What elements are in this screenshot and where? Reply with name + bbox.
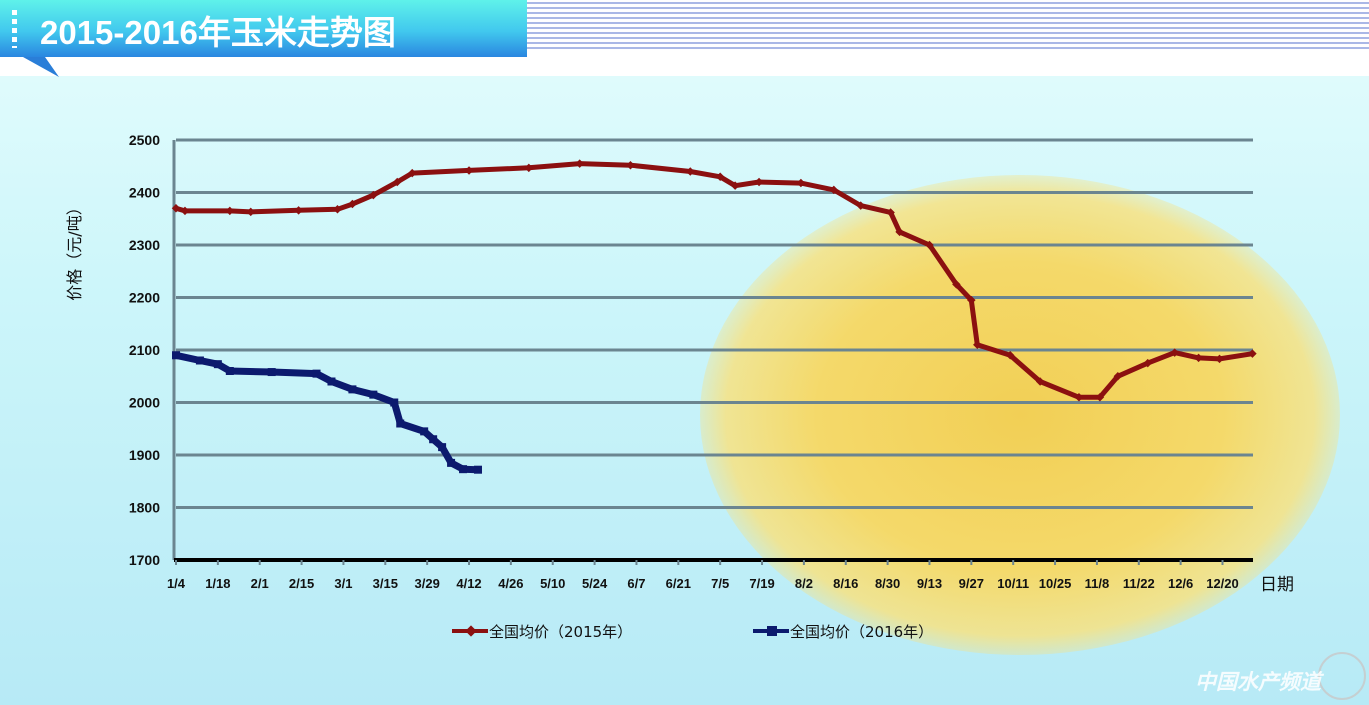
x-tick-label: 5/24 [582,576,608,591]
data-point [626,160,635,170]
x-tick-label: 9/27 [959,576,984,591]
data-point [1170,348,1179,357]
data-point [1113,372,1123,381]
data-point [1248,349,1257,358]
data-point [390,398,399,407]
legend-marker [465,625,477,637]
series-line-2016 [175,351,479,474]
data-point [225,206,235,216]
y-tick-label: 2500 [129,132,160,148]
x-tick-label: 3/29 [415,576,440,591]
y-tick-label: 2300 [129,237,160,253]
x-tick-label: 12/20 [1206,576,1239,591]
legend-label: 全国均价（2015年） [489,623,632,641]
globe-logo-icon [1318,652,1366,700]
data-point [524,163,534,173]
x-tick-label: 6/21 [666,576,691,591]
x-tick-label: 11/8 [1085,576,1110,591]
x-tick-label: 4/12 [456,576,481,591]
page-title: 2015-2016年玉米走势图 [40,14,396,51]
y-tick-label: 2200 [129,290,160,306]
x-tick-label: 1/18 [205,576,230,591]
x-tick-label: 1/4 [167,576,186,591]
header-stripes [527,2,1369,52]
data-point [447,458,456,467]
data-point [952,280,961,289]
data-point [294,206,303,215]
y-tick-label: 2000 [129,395,160,411]
x-tick-label: 2/1 [251,576,269,591]
data-point [369,190,378,200]
x-tick-label: 8/16 [833,576,858,591]
y-tick-label: 2400 [129,185,160,201]
y-tick-label: 1800 [129,500,160,516]
data-point [195,356,204,365]
y-tick-label: 1700 [129,552,160,568]
x-tick-label: 4/26 [498,576,523,591]
data-point [473,465,482,474]
x-tick-label: 10/11 [997,576,1029,591]
x-tick-label: 12/6 [1168,576,1193,591]
data-point [172,351,180,360]
data-point [575,159,584,168]
x-tick-label: 11/22 [1123,576,1155,591]
data-point [312,369,321,378]
x-tick-label: 9/13 [917,576,942,591]
data-point [1035,377,1045,386]
corn-image [700,175,1340,655]
x-tick-label: 8/2 [795,576,813,591]
data-point [267,368,276,377]
x-axis-label: 日期 [1260,575,1294,595]
x-tick-label: 2/15 [289,576,314,591]
data-point [973,340,982,349]
x-tick-label: 3/1 [334,576,352,591]
data-point [1194,353,1203,363]
data-point [1005,351,1015,360]
data-point [1143,358,1152,368]
data-point [180,206,190,216]
y-axis-label: 价格（元/吨） [65,199,84,300]
y-tick-label: 1900 [129,447,160,463]
data-point [459,465,468,474]
data-point [420,427,429,436]
data-point [327,377,336,386]
data-point [407,168,417,178]
data-point [246,207,255,217]
data-point [171,204,181,213]
x-tick-label: 3/15 [373,576,398,591]
data-point [348,199,357,209]
data-point [396,419,405,428]
series-line-2015 [175,161,1253,400]
x-tick-label: 5/10 [540,576,565,591]
data-point [464,166,474,175]
watermark: 中国水产频道 [1195,670,1321,694]
data-point [429,435,438,444]
data-point [225,367,234,375]
data-point [348,385,357,394]
x-tick-label: 6/7 [627,576,645,591]
data-point [1074,393,1084,402]
x-tick-label: 8/30 [875,576,900,591]
banner-dots [12,10,17,48]
title-banner [0,0,527,57]
data-point [967,295,976,305]
data-point [438,443,447,452]
data-point [213,360,222,369]
data-point [393,177,402,187]
x-tick-label: 10/25 [1039,576,1072,591]
x-tick-label: 7/5 [711,576,729,591]
legend-marker [767,626,777,636]
data-point [333,205,342,214]
x-tick-label: 7/19 [749,576,774,591]
legend-label: 全国均价（2016年） [790,623,933,641]
data-point [1095,393,1105,402]
y-tick-label: 2100 [129,342,160,358]
data-point [1215,354,1224,364]
data-point [369,390,378,399]
